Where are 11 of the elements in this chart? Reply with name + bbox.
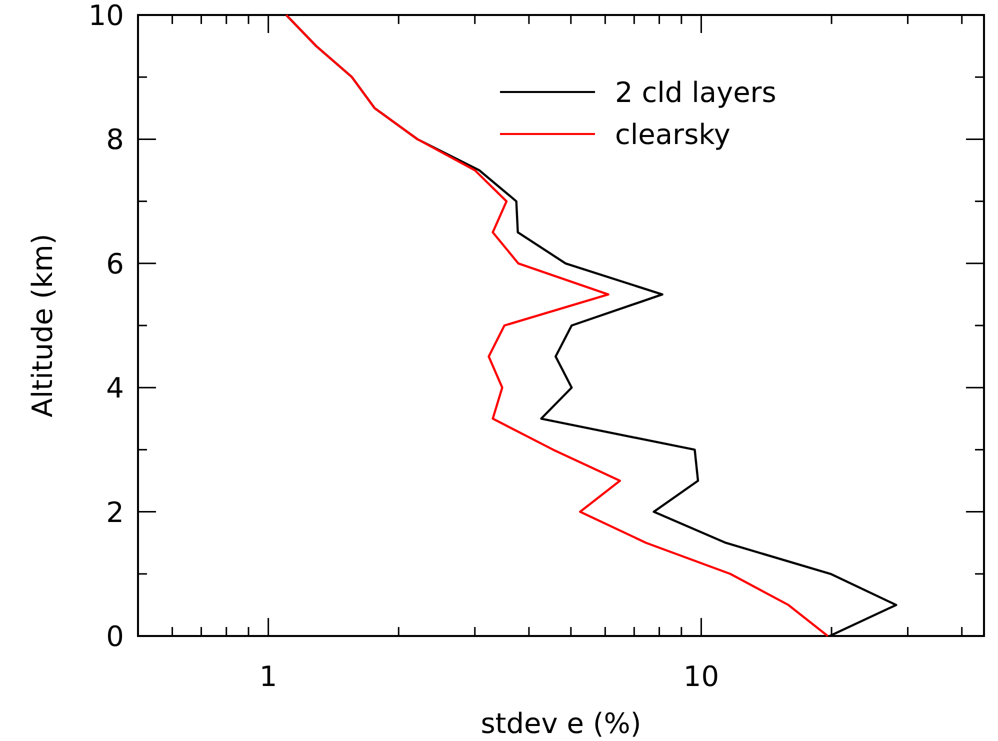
y-axis-title: Altitude (km) bbox=[26, 234, 59, 418]
y-tick-label: 8 bbox=[106, 123, 124, 156]
x-axis-title: stdev e (%) bbox=[480, 707, 642, 740]
y-tick-label: 0 bbox=[106, 620, 124, 653]
y-tick-label: 10 bbox=[88, 0, 124, 32]
legend-label: clearsky bbox=[615, 118, 730, 151]
y-tick-label: 4 bbox=[106, 372, 124, 405]
legend-label: 2 cld layers bbox=[615, 76, 776, 109]
y-tick-label: 2 bbox=[106, 496, 124, 529]
y-tick-label: 6 bbox=[106, 247, 124, 280]
x-tick-label: 1 bbox=[259, 660, 278, 693]
